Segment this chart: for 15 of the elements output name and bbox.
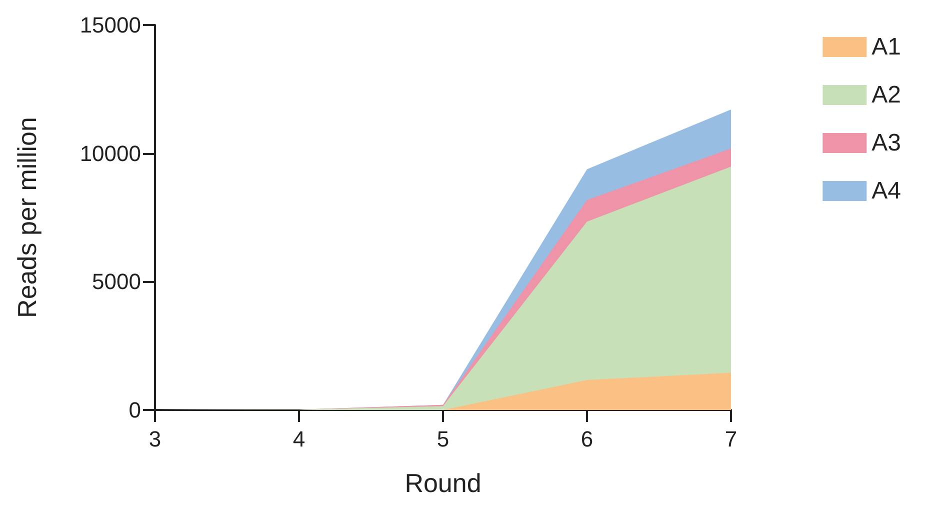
- y-tick-label: 15000: [80, 12, 141, 38]
- x-tick-label: 4: [292, 426, 306, 452]
- y-tick-label: 5000: [92, 269, 141, 294]
- x-tick-label: 6: [580, 426, 594, 452]
- legend-label: A3: [872, 130, 902, 156]
- y-tick-label: 0: [128, 398, 141, 422]
- y-axis-title: Reads per million: [12, 117, 42, 318]
- x-tick-label: 3: [148, 426, 162, 452]
- x-tick-label: 5: [436, 426, 450, 452]
- y-tick-label: 10000: [80, 140, 141, 166]
- legend-label: A2: [872, 82, 902, 108]
- x-tick-label: 7: [724, 426, 738, 452]
- x-axis-title: Round: [404, 468, 482, 498]
- legend-label: A4: [872, 178, 902, 204]
- legend-label: A1: [872, 34, 902, 60]
